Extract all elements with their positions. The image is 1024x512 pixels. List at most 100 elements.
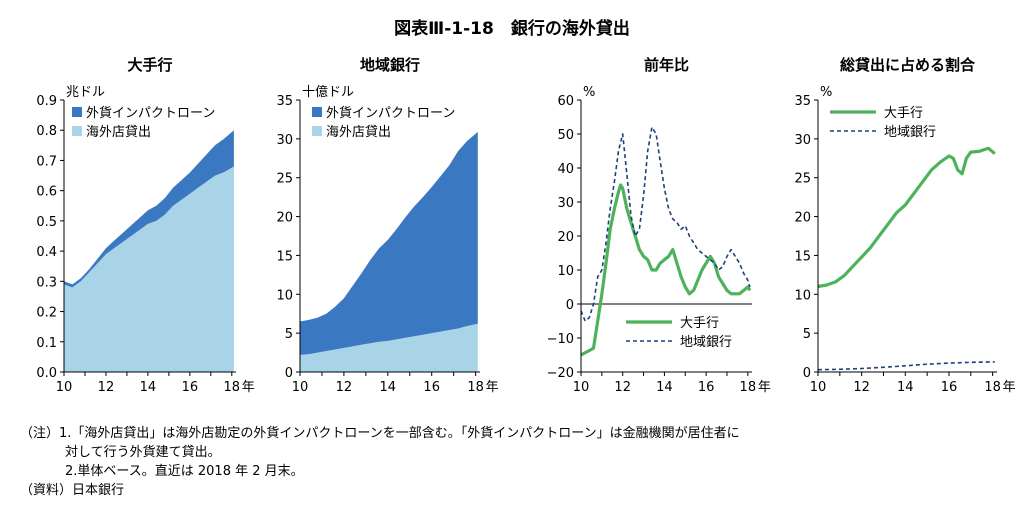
x-tick-label: 14: [140, 380, 157, 395]
unit-label: %: [820, 85, 832, 100]
x-tick-label: 12: [336, 380, 353, 395]
y-tick-label: 10: [794, 288, 811, 303]
legend-label: 海外店貸出: [326, 124, 391, 140]
line-series-major-banks: [580, 183, 752, 357]
chart-share: 総貸出に占める割合% 0 5 10 15 20 25 30 35 10 12 14 16 18 年 大手行地域…: [794, 56, 1015, 395]
y-tick-label: 30: [276, 133, 293, 148]
legend-label: 大手行: [680, 316, 719, 331]
y-tick-label: 50: [557, 128, 574, 143]
y-tick-label: 0.6: [36, 185, 57, 200]
y-tick-label: 10: [557, 264, 574, 279]
y-tick-label: 15: [276, 249, 293, 264]
line-series-regional-banks: [817, 361, 995, 371]
y-tick-label: 30: [794, 133, 811, 148]
chart-yoy: 前年比% −20 −10 0 10 20 30 40 50 60 10 12 14 16 18 年 大手行地域銀…: [547, 56, 771, 395]
legend-label: 地域銀行: [884, 125, 936, 140]
y-tick-label: 0: [566, 298, 574, 313]
chart-title: 前年比: [644, 56, 689, 74]
x-tick-label: 16: [698, 380, 715, 395]
area-series-domestic-branch: [64, 166, 234, 372]
x-tick-label: 12: [614, 380, 631, 395]
footnotes: （注）1.「海外店貸出」は海外店勘定の外貨インパクトローンを一部含む。「外貨イン…: [20, 424, 1010, 500]
y-tick-label: 0.8: [36, 124, 57, 139]
x-tick-label: 14: [656, 380, 673, 395]
line-series-major-banks: [817, 146, 996, 289]
y-tick-label: −20: [547, 366, 574, 381]
line-series-regional-banks: [580, 126, 751, 322]
note-2: 2.単体ベース。直近は 2018 年 2 月末。: [65, 464, 304, 479]
legend-label: 海外店貸出: [86, 124, 151, 140]
y-tick-label: 0.5: [36, 215, 57, 230]
legend-swatch: [72, 126, 82, 136]
y-tick-label: 0.1: [36, 336, 57, 351]
source-note: （資料）日本銀行: [20, 483, 125, 498]
x-tick-label: 12: [98, 380, 115, 395]
unit-label: %: [583, 85, 595, 100]
y-tick-label: 35: [276, 94, 293, 109]
x-tick-label: 14: [897, 380, 914, 395]
x-tick-label: 10: [573, 380, 590, 395]
y-tick-label: 15: [794, 249, 811, 264]
y-tick-label: 20: [557, 230, 574, 245]
y-tick-label: 0.9: [36, 94, 57, 109]
y-tick-label: 30: [557, 196, 574, 211]
chart-title: 大手行: [127, 56, 172, 74]
legend-swatch: [72, 107, 82, 117]
legend-label: 外貨インパクトローン: [326, 105, 455, 121]
x-tick-label: 16: [423, 380, 440, 395]
x-tick-label: 18: [740, 380, 757, 395]
y-tick-label: 20: [794, 211, 811, 226]
y-tick-label: 0.2: [36, 306, 57, 321]
area-series-domestic-branch: [300, 323, 478, 372]
x-tick-label: 14: [380, 380, 397, 395]
x-axis-label: 年: [486, 380, 499, 395]
y-tick-label: 10: [276, 288, 293, 303]
legend-label: 外貨インパクトローン: [86, 105, 215, 121]
x-tick-label: 16: [941, 380, 958, 395]
y-tick-label: 40: [557, 162, 574, 177]
chart-title: 総貸出に占める割合: [840, 56, 976, 74]
y-tick-label: 0.4: [36, 245, 57, 260]
figure-title: 図表Ⅲ-1-18 銀行の海外貸出: [394, 18, 630, 39]
x-axis-label: 年: [1003, 380, 1016, 395]
y-tick-label: 60: [557, 94, 574, 109]
y-tick-label: −10: [547, 332, 574, 347]
area-series-impact-loan: [64, 130, 234, 288]
x-axis-label: 年: [758, 380, 771, 395]
legend-swatch: [312, 126, 322, 136]
area-series-impact-loan: [300, 131, 478, 355]
legend-label: 大手行: [884, 106, 923, 121]
legend-label: 地域銀行: [680, 335, 732, 350]
x-tick-label: 12: [853, 380, 870, 395]
x-tick-label: 10: [810, 380, 827, 395]
unit-label: 十億ドル: [302, 84, 354, 100]
x-tick-label: 18: [984, 380, 1001, 395]
y-tick-label: 35: [794, 94, 811, 109]
legend-swatch: [312, 107, 322, 117]
y-tick-label: 25: [276, 172, 293, 187]
note-1: （注）1.「海外店貸出」は海外店勘定の外貨インパクトローンを一部含む。「外貨イン…: [20, 426, 740, 441]
y-tick-label: 20: [276, 211, 293, 226]
x-tick-label: 18: [224, 380, 241, 395]
x-tick-label: 10: [292, 380, 309, 395]
y-tick-label: 0.7: [36, 154, 57, 169]
y-tick-label: 0.0: [36, 366, 57, 381]
x-tick-label: 10: [56, 380, 73, 395]
x-tick-label: 16: [182, 380, 199, 395]
chart-title: 地域銀行: [360, 56, 420, 74]
x-tick-label: 18: [467, 380, 484, 395]
y-tick-label: 25: [794, 172, 811, 187]
y-tick-label: 0: [803, 366, 811, 381]
unit-label: 兆ドル: [66, 85, 105, 100]
y-tick-label: 5: [285, 327, 293, 342]
y-tick-label: 0.3: [36, 275, 57, 290]
note-1-continued: 対して行う外貨建て貸出。: [65, 445, 221, 460]
x-axis-label: 年: [242, 380, 255, 395]
